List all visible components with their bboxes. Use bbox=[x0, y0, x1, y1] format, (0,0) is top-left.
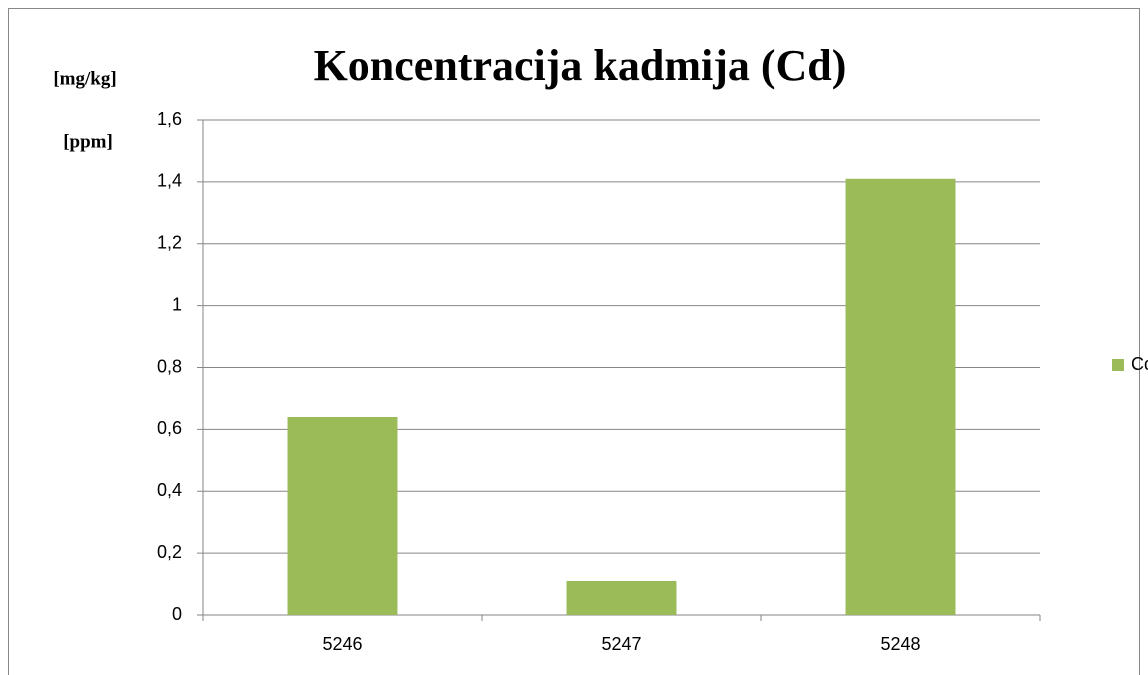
y-tick-label: 1 bbox=[172, 294, 182, 314]
bar bbox=[287, 417, 398, 615]
x-tick-label: 5246 bbox=[322, 634, 362, 654]
y-tick-label: 0,6 bbox=[157, 418, 182, 438]
y-tick-label: 0,8 bbox=[157, 356, 182, 376]
bar bbox=[845, 178, 956, 615]
y-tick-label: 0 bbox=[172, 604, 182, 624]
y-tick-label: 0,2 bbox=[157, 542, 182, 562]
chart-border bbox=[8, 8, 1140, 675]
y-tick-label: 1,2 bbox=[157, 233, 182, 253]
x-tick-label: 5248 bbox=[880, 634, 920, 654]
bar bbox=[566, 580, 677, 615]
y-axis-label: [ppm] bbox=[63, 131, 113, 152]
x-tick-label: 5247 bbox=[601, 634, 641, 654]
legend-swatch bbox=[1112, 359, 1124, 371]
y-tick-label: 0,4 bbox=[157, 480, 182, 500]
legend-label: Cd bbox=[1131, 354, 1148, 374]
y-tick-label: 1,4 bbox=[157, 171, 182, 191]
y-tick-label: 1,6 bbox=[157, 109, 182, 129]
y-axis-label: [mg/kg] bbox=[53, 68, 116, 89]
chart-title: Koncentracija kadmija (Cd) bbox=[314, 41, 847, 90]
